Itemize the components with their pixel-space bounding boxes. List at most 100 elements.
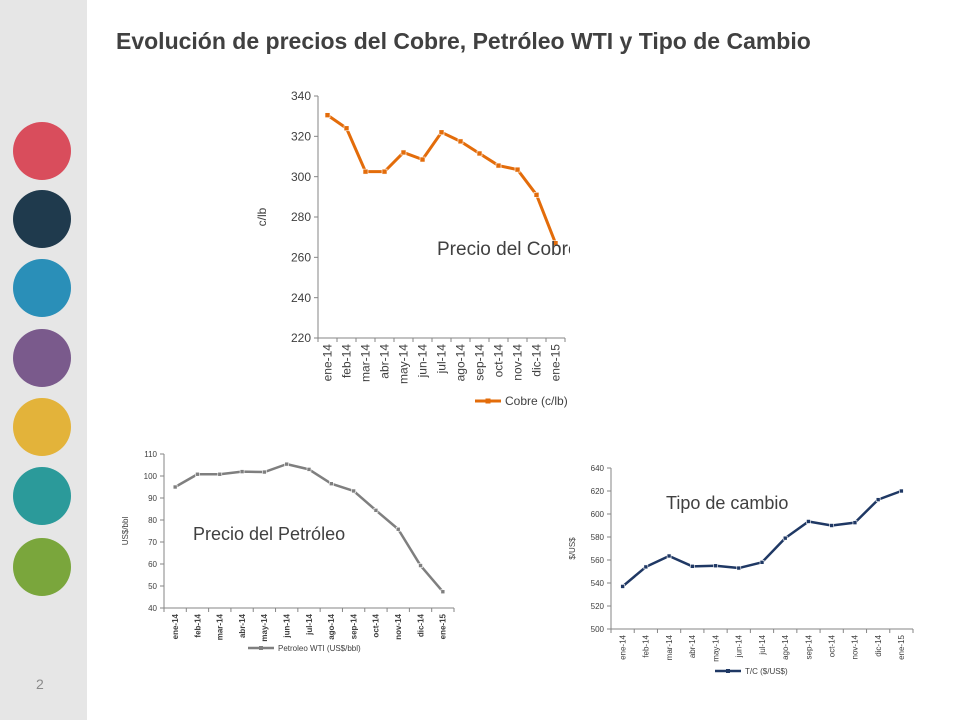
y-tick-label: 260 bbox=[291, 251, 311, 265]
data-point bbox=[306, 467, 312, 472]
data-point bbox=[440, 589, 446, 595]
y-tick-label: 560 bbox=[591, 556, 605, 565]
sidebar: 2 bbox=[0, 0, 87, 720]
data-point bbox=[381, 168, 388, 175]
chart-annotation: Precio del Petróleo bbox=[193, 524, 345, 544]
data-point bbox=[351, 488, 356, 494]
chart-annotation: Tipo de cambio bbox=[666, 493, 788, 513]
legend-label: Petroleo WTI (US$/bbl) bbox=[278, 644, 361, 653]
x-tick-label: ene-15 bbox=[897, 634, 906, 659]
y-tick-label: 40 bbox=[148, 604, 157, 613]
data-point bbox=[172, 484, 178, 490]
y-tick-label: 80 bbox=[148, 516, 157, 525]
y-tick-label: 580 bbox=[591, 533, 605, 542]
x-tick-label: mar-14 bbox=[359, 344, 373, 382]
chart-annotation: Precio del Cobre bbox=[437, 239, 570, 260]
x-tick-label: sep-14 bbox=[349, 613, 358, 639]
x-tick-label: feb-14 bbox=[340, 344, 354, 378]
page-title: Evolución de precios del Cobre, Petróleo… bbox=[116, 28, 811, 54]
hand-lightbulb-icon bbox=[13, 467, 71, 525]
data-point bbox=[395, 526, 401, 532]
data-point bbox=[852, 520, 858, 525]
x-tick-label: nov-14 bbox=[511, 344, 525, 381]
data-point bbox=[759, 560, 765, 565]
data-point bbox=[829, 523, 834, 528]
data-point bbox=[343, 125, 350, 132]
y-tick-label: 110 bbox=[144, 450, 157, 459]
x-tick-label: ago-14 bbox=[327, 613, 336, 639]
x-tick-label: jun-14 bbox=[735, 634, 744, 658]
data-point bbox=[239, 469, 245, 474]
hand-award-icon bbox=[13, 259, 71, 317]
legend-marker bbox=[485, 398, 491, 404]
y-tick-label: 220 bbox=[291, 331, 311, 345]
oil-price-chart: 40 50 60 70 80 90 100 110 ene-14 feb-14 mar-14 abr-… bbox=[121, 450, 455, 653]
x-tick-label: may-14 bbox=[260, 613, 269, 641]
y-tick-label: 600 bbox=[591, 510, 605, 519]
data-point bbox=[418, 563, 423, 568]
data-point bbox=[620, 584, 625, 589]
x-tick-label: mar-14 bbox=[216, 613, 225, 640]
y-tick-label: 90 bbox=[148, 494, 157, 503]
y-tick-label: 100 bbox=[144, 472, 158, 481]
x-tick-label: ago-14 bbox=[454, 344, 468, 382]
data-point bbox=[899, 488, 904, 494]
y-tick-label: 640 bbox=[591, 464, 605, 473]
x-tick-label: sep-14 bbox=[804, 634, 813, 659]
data-point bbox=[362, 168, 369, 175]
y-tick-label: 280 bbox=[291, 210, 311, 224]
y-axis-label: c/lb bbox=[255, 207, 269, 226]
data-point bbox=[457, 138, 464, 145]
data-point bbox=[400, 149, 407, 156]
data-point bbox=[419, 156, 426, 163]
data-point bbox=[438, 129, 445, 136]
hand-leaf-icon bbox=[13, 538, 71, 596]
x-tick-label: nov-14 bbox=[851, 634, 860, 659]
x-tick-label: ene-14 bbox=[618, 634, 627, 659]
y-tick-label: 340 bbox=[291, 89, 311, 103]
legend-label: T/C ($/US$) bbox=[745, 667, 788, 676]
handshake-icon bbox=[13, 190, 71, 248]
y-tick-label: 520 bbox=[591, 602, 605, 611]
x-tick-label: dic-14 bbox=[416, 613, 425, 637]
data-point bbox=[713, 563, 718, 569]
x-tick-label: may-14 bbox=[711, 634, 720, 661]
data-point bbox=[262, 469, 267, 475]
x-tick-label: mar-14 bbox=[665, 634, 674, 660]
y-tick-label: 620 bbox=[591, 487, 605, 496]
copper-price-chart: 220 240 260 280 300 320 340 ene-14 feb-14 mar-14 a… bbox=[255, 89, 570, 408]
x-tick-label: may-14 bbox=[397, 344, 411, 384]
data-point bbox=[643, 564, 649, 570]
x-tick-label: dic-14 bbox=[874, 634, 883, 656]
x-tick-label: ene-15 bbox=[439, 613, 448, 639]
y-tick-label: 300 bbox=[291, 170, 311, 184]
x-tick-label: oct-14 bbox=[827, 634, 836, 657]
exchange-rate-chart: 500 520 540 560 580 600 620 640 ene-14 feb-14 mar-… bbox=[568, 464, 914, 676]
data-point bbox=[782, 535, 788, 541]
data-point bbox=[875, 497, 881, 502]
y-tick-label: 70 bbox=[148, 538, 157, 547]
x-tick-label: dic-14 bbox=[530, 344, 544, 377]
y-tick-label: 240 bbox=[291, 291, 311, 305]
data-point bbox=[217, 471, 223, 477]
data-point bbox=[329, 481, 334, 487]
x-tick-label: feb-14 bbox=[642, 634, 651, 657]
data-point bbox=[495, 162, 502, 169]
x-tick-label: jun-14 bbox=[282, 613, 291, 638]
x-tick-label: abr-14 bbox=[238, 613, 247, 638]
data-point bbox=[284, 461, 289, 467]
data-point bbox=[552, 240, 559, 247]
hand-heart-icon bbox=[13, 122, 71, 180]
y-tick-label: 540 bbox=[591, 579, 605, 588]
y-tick-label: 500 bbox=[591, 625, 605, 634]
ok-hand-icon bbox=[13, 398, 71, 456]
data-point bbox=[806, 519, 811, 524]
x-tick-label: ene-15 bbox=[549, 344, 563, 382]
legend-marker bbox=[259, 646, 263, 650]
x-tick-label: jul-14 bbox=[435, 344, 449, 375]
y-axis-label: US$/bbl bbox=[121, 517, 130, 546]
data-point bbox=[324, 112, 331, 118]
data-point bbox=[373, 508, 379, 513]
y-tick-label: 320 bbox=[291, 130, 311, 144]
data-point bbox=[736, 565, 742, 571]
